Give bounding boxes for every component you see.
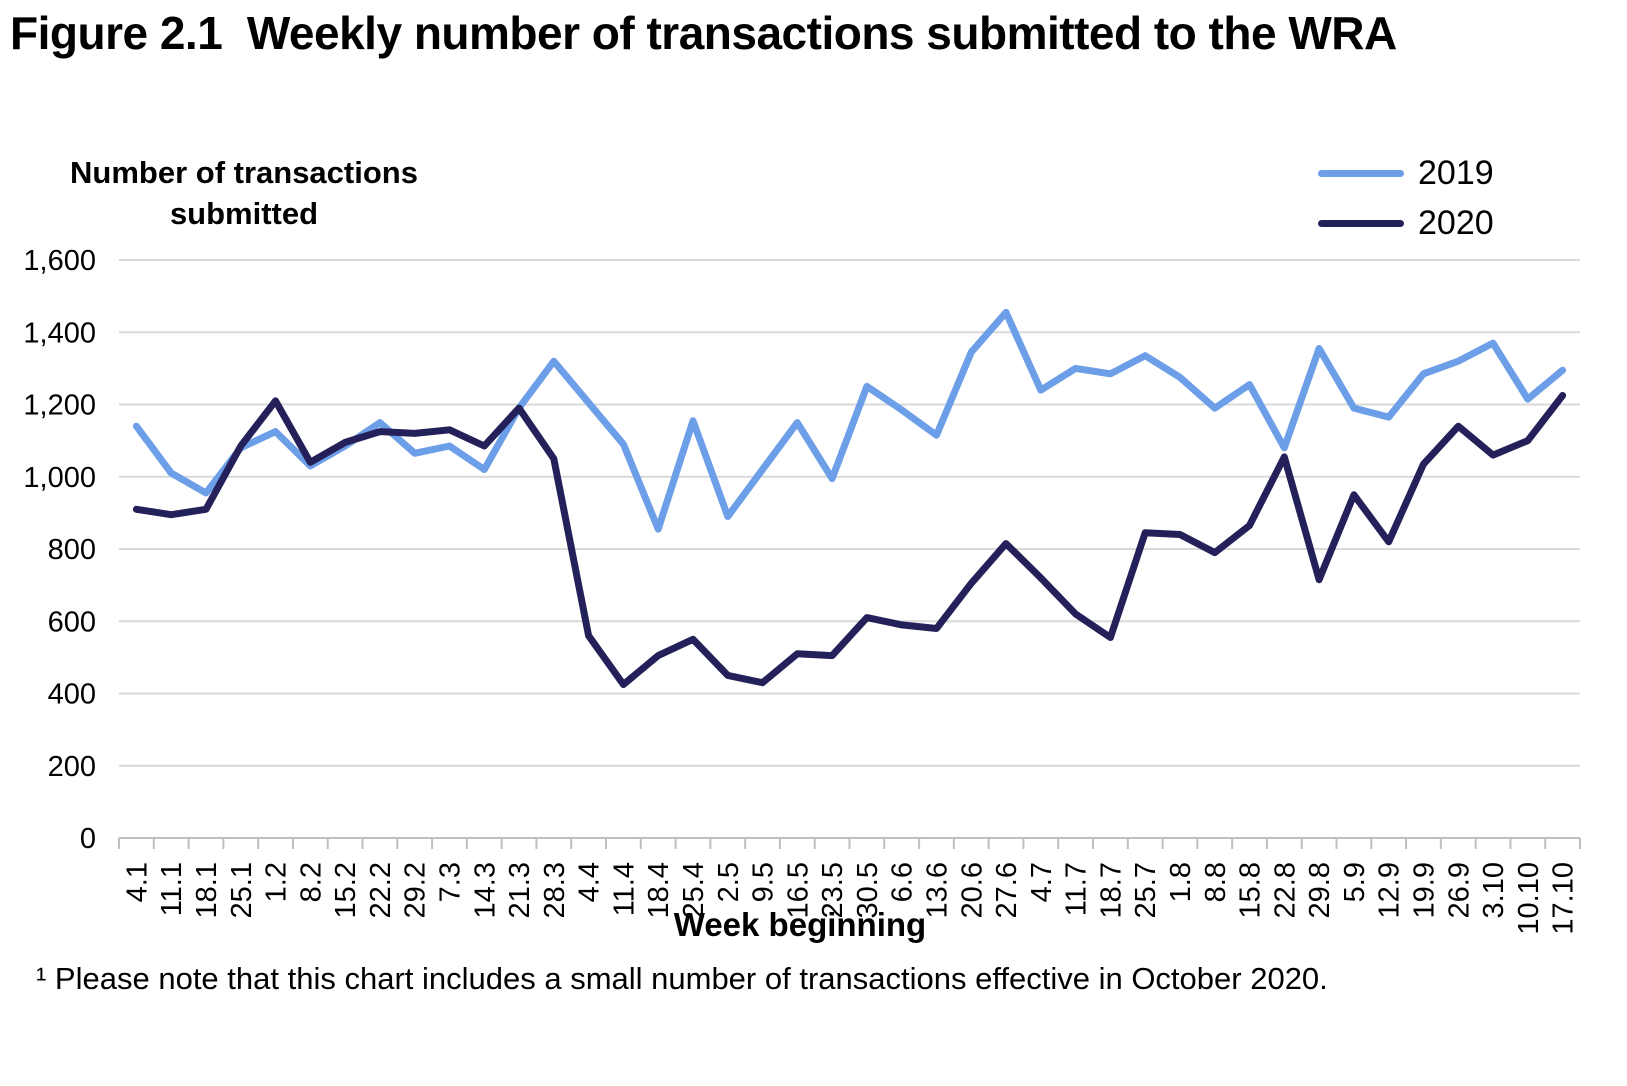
x-tick-label: 21.3	[504, 862, 536, 918]
x-tick-label: 29.2	[400, 862, 432, 918]
x-tick-label: 13.6	[921, 862, 953, 918]
x-tick-label: 20.6	[956, 862, 988, 918]
y-tick-label: 0	[80, 823, 96, 855]
x-tick-label: 11.7	[1061, 862, 1093, 916]
x-tick-label: 17.10	[1548, 862, 1580, 935]
x-tick-label: 8.2	[295, 862, 327, 902]
x-tick-label: 3.10	[1478, 862, 1510, 918]
x-tick-label: 27.6	[991, 862, 1023, 918]
legend-swatch-2020	[1318, 219, 1404, 227]
x-tick-label: 4.4	[574, 862, 606, 902]
x-tick-label: 25.1	[226, 862, 258, 918]
y-axis-title-line2: submitted	[169, 196, 319, 231]
x-tick-label: 11.4	[608, 862, 640, 916]
x-tick-label: 23.5	[817, 862, 849, 918]
x-tick-label: 18.7	[1095, 862, 1127, 918]
x-tick-label: 4.7	[1026, 862, 1058, 902]
x-tick-label: 15.2	[330, 862, 362, 918]
x-tick-label: 12.9	[1374, 862, 1406, 918]
x-tick-label: 30.5	[852, 862, 884, 918]
legend-swatch-2019	[1318, 169, 1404, 177]
y-tick-label: 800	[48, 534, 96, 566]
x-tick-label: 25.4	[678, 862, 710, 918]
x-axis-title: Week beginning	[673, 906, 927, 943]
x-tick-label: 22.8	[1269, 862, 1301, 918]
legend-label-2020: 2020	[1418, 203, 1494, 242]
y-tick-label: 400	[48, 679, 96, 711]
series-line-2019	[132, 308, 1567, 533]
legend-row-2020: 2020	[1318, 198, 1618, 248]
x-tick-label: 14.3	[469, 862, 501, 918]
x-tick-label: 7.3	[434, 862, 466, 902]
y-axis-title: Number of transactions submitted	[38, 152, 450, 234]
x-tick-label: 9.5	[748, 862, 780, 902]
footnote: ¹ Please note that this chart includes a…	[36, 961, 1328, 996]
x-tick-label: 1.2	[261, 862, 293, 902]
x-tick-label: 1.8	[1165, 862, 1197, 902]
y-tick-label: 600	[48, 606, 96, 638]
y-tick-label: 1,600	[23, 245, 96, 277]
x-tick-label: 11.1	[156, 862, 188, 916]
y-tick-label: 1,200	[23, 390, 96, 422]
legend-row-2019: 2019	[1318, 148, 1618, 198]
x-tick-label: 4.1	[121, 862, 153, 902]
x-tick-label: 25.7	[1130, 862, 1162, 918]
x-tick-label: 28.3	[539, 862, 571, 918]
y-tick-label: 200	[48, 751, 96, 783]
y-axis-title-line1: Number of transactions	[70, 155, 418, 190]
x-tick-label: 16.5	[782, 862, 814, 918]
y-tick-label: 1,400	[23, 317, 96, 349]
x-tick-label: 19.9	[1408, 862, 1440, 918]
x-tick-label: 8.8	[1200, 862, 1232, 902]
x-tick-label: 22.2	[365, 862, 397, 918]
x-tick-label: 26.9	[1443, 862, 1475, 918]
x-tick-label: 6.6	[887, 862, 919, 902]
x-tick-label: 10.10	[1513, 862, 1545, 935]
x-tick-label: 29.8	[1304, 862, 1336, 918]
y-tick-label: 1,000	[23, 462, 96, 494]
x-tick-label: 18.4	[643, 862, 675, 918]
series-line-2020	[132, 392, 1567, 688]
x-tick-label: 2.5	[713, 862, 745, 902]
x-tick-label: 18.1	[191, 862, 223, 918]
legend: 2019 2020	[1318, 148, 1618, 248]
x-tick-label: 15.8	[1235, 862, 1267, 918]
chart-title: Figure 2.1 Weekly number of transactions…	[10, 7, 1397, 59]
legend-label-2019: 2019	[1418, 153, 1494, 192]
x-tick-label: 5.9	[1339, 862, 1371, 902]
